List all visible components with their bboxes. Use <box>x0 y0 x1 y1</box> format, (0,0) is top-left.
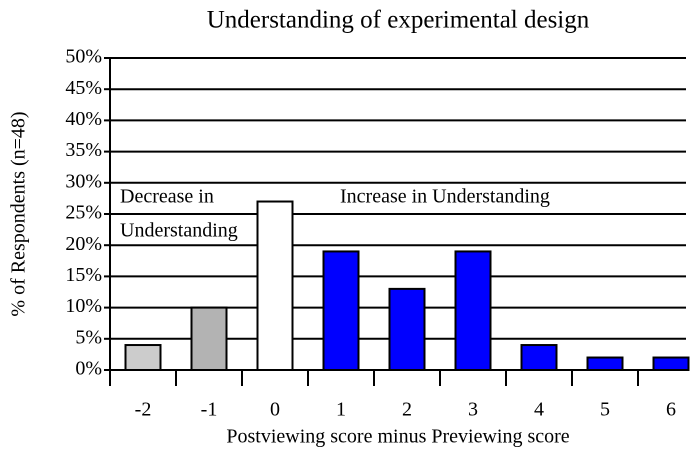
chart-title: Understanding of experimental design <box>207 7 590 34</box>
x-tick-label: 6 <box>666 399 676 421</box>
annotation: Decrease in <box>120 186 214 208</box>
bar <box>124 344 162 372</box>
x-tick-label: -1 <box>201 399 218 421</box>
bar <box>652 356 690 371</box>
x-tick-label: -2 <box>135 399 152 421</box>
y-tick-label: 0% <box>75 358 102 380</box>
bar <box>520 344 558 372</box>
y-tick-label: 40% <box>65 108 102 130</box>
y-tick-label: 45% <box>65 77 102 99</box>
y-tick-label: 20% <box>65 233 102 255</box>
x-tick-label: 3 <box>468 399 478 421</box>
y-axis-label: % of Respondents (n=48) <box>8 111 30 316</box>
bar <box>388 287 426 372</box>
x-tick-label: 5 <box>600 399 610 421</box>
x-tick-label: 1 <box>336 399 346 421</box>
x-tick-label: 4 <box>534 399 544 421</box>
bar <box>454 250 492 371</box>
bar <box>586 356 624 371</box>
y-tick-label: 50% <box>65 46 102 68</box>
x-tick-label: 2 <box>402 399 412 421</box>
bar <box>256 200 294 371</box>
x-tick-label: 0 <box>270 399 280 421</box>
annotation: Understanding <box>120 220 238 242</box>
annotation: Increase in Understanding <box>340 186 550 208</box>
y-tick-label: 25% <box>65 202 102 224</box>
y-tick-label: 35% <box>65 139 102 161</box>
x-axis-label: Postviewing score minus Previewing score <box>226 426 569 448</box>
y-tick-label: 10% <box>65 295 102 317</box>
bar <box>322 250 360 371</box>
y-tick-label: 5% <box>75 326 102 348</box>
y-tick-label: 15% <box>65 264 102 286</box>
bar <box>190 306 228 372</box>
y-tick-label: 30% <box>65 170 102 192</box>
